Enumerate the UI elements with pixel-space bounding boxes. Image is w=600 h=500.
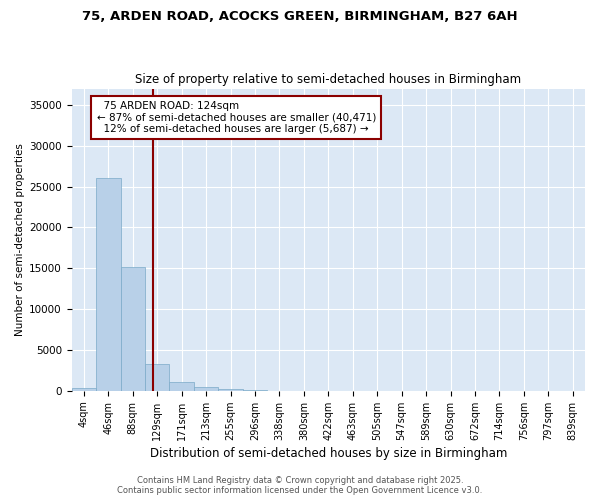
Bar — [121, 266, 145, 391]
Bar — [145, 364, 169, 391]
Y-axis label: Number of semi-detached properties: Number of semi-detached properties — [15, 144, 25, 336]
Bar — [218, 389, 243, 391]
Bar — [96, 178, 121, 391]
Bar — [194, 387, 218, 391]
Text: 75 ARDEN ROAD: 124sqm
← 87% of semi-detached houses are smaller (40,471)
  12% o: 75 ARDEN ROAD: 124sqm ← 87% of semi-deta… — [97, 101, 376, 134]
Bar — [71, 388, 96, 391]
Title: Size of property relative to semi-detached houses in Birmingham: Size of property relative to semi-detach… — [135, 73, 521, 86]
Text: Contains HM Land Registry data © Crown copyright and database right 2025.
Contai: Contains HM Land Registry data © Crown c… — [118, 476, 482, 495]
X-axis label: Distribution of semi-detached houses by size in Birmingham: Distribution of semi-detached houses by … — [149, 447, 507, 460]
Bar — [169, 382, 194, 391]
Text: 75, ARDEN ROAD, ACOCKS GREEN, BIRMINGHAM, B27 6AH: 75, ARDEN ROAD, ACOCKS GREEN, BIRMINGHAM… — [82, 10, 518, 23]
